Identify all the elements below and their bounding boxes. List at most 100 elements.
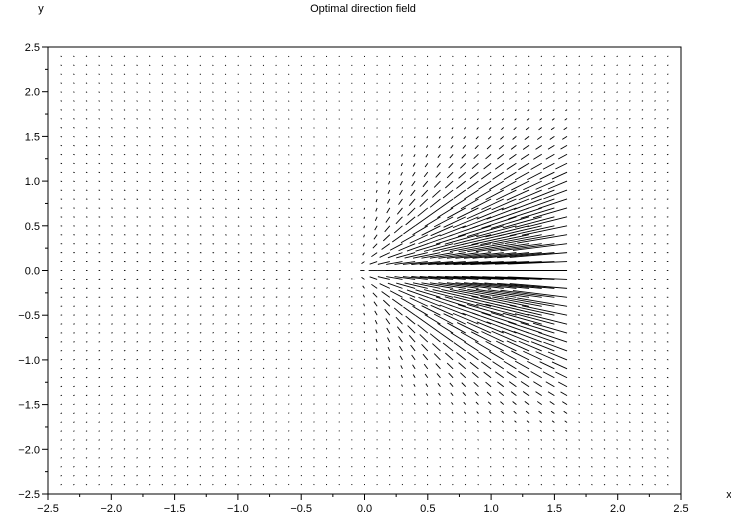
field-arrow (439, 91, 441, 93)
field-arrow (433, 353, 441, 361)
field-arrow (377, 261, 390, 265)
field-arrow (629, 483, 631, 486)
field-arrow (553, 448, 555, 450)
field-arrow (494, 371, 505, 379)
field-arrow (455, 252, 504, 259)
y-tick-label: −2.5 (18, 489, 40, 501)
field-arrow (514, 118, 517, 121)
field-arrow (212, 323, 215, 325)
field-arrow (187, 180, 189, 183)
field-arrow (578, 55, 581, 58)
y-tick-label: 1.0 (25, 176, 40, 188)
field-arrow (498, 391, 505, 397)
field-arrow (362, 243, 365, 247)
field-arrow (549, 401, 555, 405)
field-arrow (490, 91, 492, 93)
field-arrow (288, 154, 290, 156)
field-arrow (250, 412, 252, 414)
field-arrow (477, 73, 479, 76)
field-arrow (413, 145, 416, 148)
field-arrow (98, 412, 101, 414)
field-arrow (123, 118, 126, 120)
y-tick-label: −0.5 (18, 310, 40, 322)
field-arrow (539, 361, 555, 370)
field-arrow (381, 291, 391, 298)
field-arrow (578, 180, 580, 183)
field-arrow (527, 429, 530, 432)
field-arrow (148, 82, 151, 84)
field-arrow (60, 144, 63, 147)
field-arrow (174, 349, 177, 352)
field-arrow (471, 296, 517, 307)
field-arrow (666, 109, 669, 111)
field-arrow (458, 288, 504, 298)
field-arrow (73, 135, 75, 138)
field-arrow (437, 154, 441, 158)
field-arrow (418, 234, 441, 245)
field-arrow (453, 296, 492, 307)
field-arrow (111, 144, 113, 147)
field-arrow (513, 331, 542, 343)
field-arrow (225, 332, 227, 334)
field-arrow (518, 340, 542, 352)
field-arrow (603, 73, 606, 75)
field-arrow (549, 136, 555, 140)
field-arrow (464, 82, 467, 84)
field-arrow (432, 243, 466, 252)
field-arrow (452, 430, 454, 432)
field-arrow (212, 82, 214, 84)
field-arrow (111, 55, 113, 58)
field-arrow (123, 448, 126, 450)
field-arrow (161, 189, 164, 192)
field-arrow (523, 350, 542, 361)
field-arrow (509, 304, 555, 316)
field-arrow (641, 394, 644, 397)
field-arrow (666, 394, 669, 397)
field-arrow (174, 376, 176, 379)
field-arrow (423, 289, 454, 298)
field-arrow (616, 109, 618, 111)
field-arrow (462, 392, 467, 396)
field-arrow (502, 73, 505, 76)
field-arrow (237, 430, 239, 432)
field-arrow (263, 305, 265, 307)
field-arrow (497, 304, 542, 316)
field-arrow (578, 109, 580, 111)
field-arrow (487, 401, 492, 405)
field-arrow (275, 305, 278, 307)
field-arrow (483, 371, 492, 379)
field-arrow (654, 439, 656, 441)
field-arrow (73, 162, 75, 165)
field-arrow (527, 216, 568, 228)
field-arrow (456, 207, 479, 219)
field-arrow (564, 118, 568, 121)
field-arrow (275, 225, 278, 227)
field-arrow (326, 225, 328, 228)
field-arrow (578, 394, 580, 397)
field-arrow (149, 109, 151, 111)
field-arrow (136, 100, 138, 102)
field-arrow (388, 375, 391, 378)
field-arrow (666, 421, 669, 423)
field-arrow (174, 162, 176, 165)
field-arrow (225, 198, 227, 201)
y-tick-label: 0.0 (25, 266, 40, 278)
field-arrow (486, 321, 517, 334)
field-arrow (591, 55, 593, 58)
field-arrow (481, 331, 504, 343)
field-arrow (136, 385, 139, 388)
field-arrow (313, 216, 315, 219)
field-arrow (237, 216, 240, 218)
x-tick-label: 1.5 (547, 503, 562, 515)
field-arrow (98, 403, 101, 405)
field-arrow (199, 448, 202, 450)
field-arrow (530, 371, 542, 379)
field-arrow (174, 64, 176, 67)
field-arrow (237, 403, 240, 405)
field-arrow (578, 82, 581, 84)
field-arrow (275, 162, 277, 165)
field-arrow (408, 335, 416, 343)
field-arrow (212, 412, 214, 414)
field-arrow (174, 91, 176, 93)
field-arrow (603, 483, 606, 486)
